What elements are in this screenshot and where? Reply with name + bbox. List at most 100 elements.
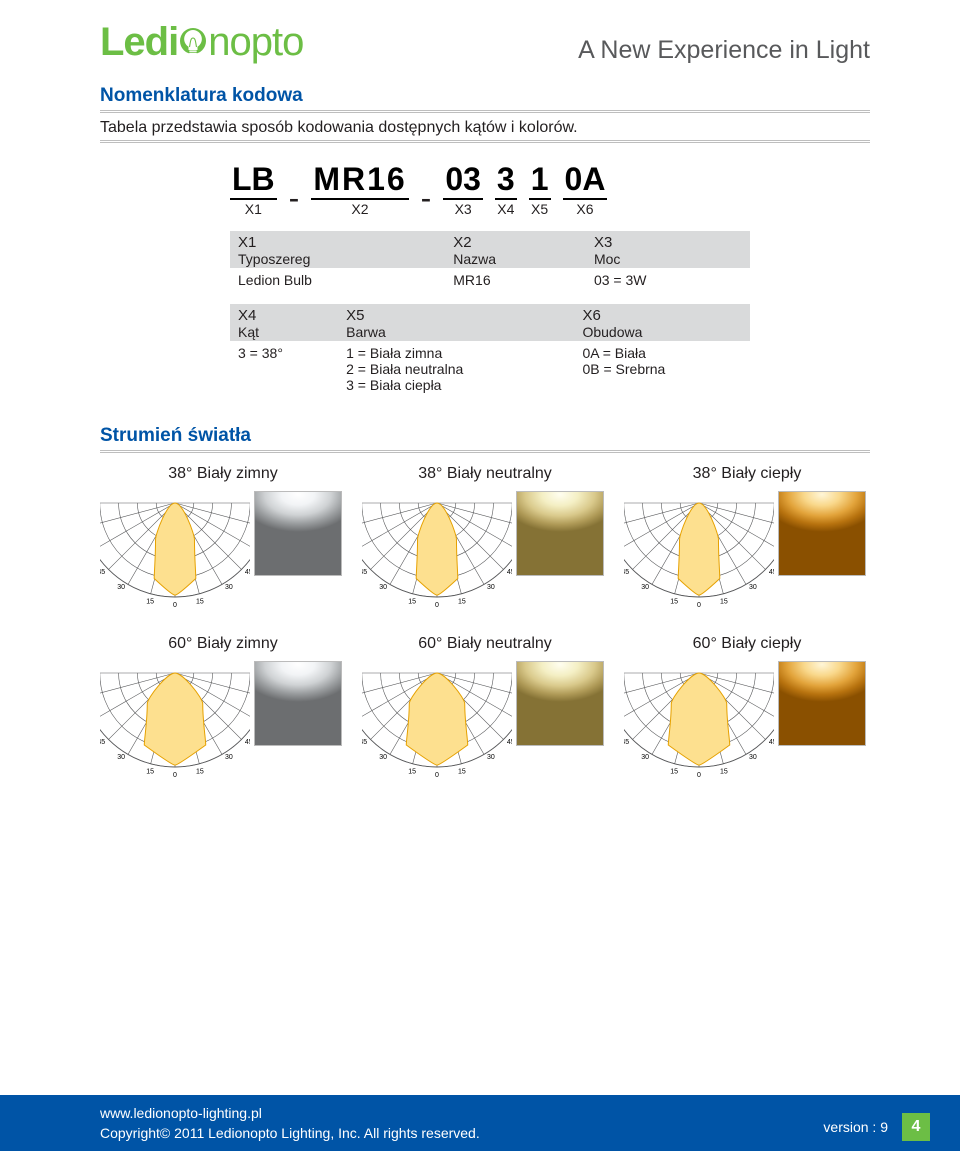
diagram-cell: 60° Biały ciepły105105909075756060454530… [624, 635, 870, 777]
light-swatch-icon [778, 491, 866, 576]
bulb-icon [176, 26, 210, 60]
polar-diagram-icon: 1051059090757560604545303015015 [362, 487, 512, 607]
diagram-title: 60° Biały ciepły [624, 635, 870, 653]
page-body: Ledi nopto A New Experience in Light Nom… [0, 0, 960, 777]
diagram-title: 38° Biały neutralny [362, 465, 608, 483]
diagram-cell: 38° Biały ciepły105105909075756060454530… [624, 465, 870, 607]
intro-text: Tabela przedstawia sposób kodowania dost… [100, 119, 870, 137]
svg-text:45: 45 [507, 569, 512, 576]
light-swatch-icon [516, 661, 604, 746]
svg-text:0: 0 [697, 602, 701, 607]
diagram-title: 38° Biały zimny [100, 465, 346, 483]
diagram-cell: 60° Biały zimny1051059090757560604545303… [100, 635, 346, 777]
svg-text:15: 15 [196, 599, 204, 606]
svg-text:30: 30 [749, 754, 757, 761]
section-rule [100, 109, 870, 113]
svg-text:0: 0 [697, 772, 701, 777]
code-sublabel: X5 [531, 201, 548, 217]
svg-text:30: 30 [749, 584, 757, 591]
legend-cell: 0A = Biała0B = Srebrna [574, 341, 750, 403]
legend-header: X2Nazwa [445, 231, 586, 268]
svg-text:15: 15 [670, 599, 678, 606]
svg-text:45: 45 [624, 569, 629, 576]
svg-text:45: 45 [769, 569, 774, 576]
code-sublabel: X6 [576, 201, 593, 217]
tagline: A New Experience in Light [578, 36, 870, 65]
svg-text:15: 15 [720, 769, 728, 776]
footer-right: version : 9 4 [823, 1113, 930, 1141]
svg-text:15: 15 [146, 769, 154, 776]
polar-diagram-icon: 1051059090757560604545303015015 [624, 487, 774, 607]
code-part: 0AX6 [563, 161, 608, 217]
svg-text:30: 30 [487, 584, 495, 591]
footer: www.ledionopto-lighting.pl Copyright© 20… [0, 1095, 960, 1151]
svg-text:30: 30 [225, 584, 233, 591]
legend-cell: MR16 [445, 268, 586, 298]
code-sublabel: X3 [455, 201, 472, 217]
logo-text-left: Ledi [100, 20, 178, 65]
svg-text:45: 45 [769, 739, 774, 746]
light-swatch-icon [778, 661, 866, 746]
page-number: 4 [902, 1113, 930, 1141]
diagram-cell: 60° Biały neutralny105105909075756060454… [362, 635, 608, 777]
diagram-body: 1051059090757560604545303015015 [100, 487, 346, 607]
svg-text:30: 30 [225, 754, 233, 761]
code-sublabel: X4 [497, 201, 514, 217]
code-sublabel: X1 [245, 201, 262, 217]
svg-text:15: 15 [670, 769, 678, 776]
legend-cell: 1 = Biała zimna2 = Biała neutralna3 = Bi… [338, 341, 574, 403]
svg-text:30: 30 [487, 754, 495, 761]
diagram-row: 60° Biały zimny1051059090757560604545303… [100, 635, 870, 777]
diagram-title: 60° Biały zimny [100, 635, 346, 653]
svg-text:15: 15 [408, 599, 416, 606]
svg-text:45: 45 [362, 739, 367, 746]
svg-text:45: 45 [624, 739, 629, 746]
diagram-body: 1051059090757560604545303015015 [100, 657, 346, 777]
footer-url: www.ledionopto-lighting.pl [100, 1105, 480, 1121]
code-part: 1X5 [529, 161, 551, 217]
legend-header: X4Kąt [230, 304, 338, 341]
section-title-flux: Strumień światła [100, 425, 870, 447]
svg-text:15: 15 [146, 599, 154, 606]
legend-header: X1Typoszereg [230, 231, 445, 268]
diagram-body: 1051059090757560604545303015015 [362, 487, 608, 607]
light-swatch-icon [516, 491, 604, 576]
legend-cell: 03 = 3W [586, 268, 750, 298]
legend-header: X5Barwa [338, 304, 574, 341]
code-part: 03X3 [443, 161, 483, 217]
footer-version: version : 9 [823, 1119, 888, 1135]
section-rule [100, 449, 870, 453]
legend-cell: Ledion Bulb [230, 268, 445, 298]
svg-text:15: 15 [196, 769, 204, 776]
polar-diagram-icon: 1051059090757560604545303015015 [624, 657, 774, 777]
code-sublabel: X2 [351, 201, 368, 217]
svg-text:0: 0 [173, 602, 177, 607]
svg-text:30: 30 [641, 754, 649, 761]
svg-text:45: 45 [362, 569, 367, 576]
legend-table-1: X1TyposzeregX2NazwaX3MocLedion BulbMR160… [230, 231, 750, 298]
svg-text:30: 30 [379, 754, 387, 761]
diagram-title: 38° Biały ciepły [624, 465, 870, 483]
diagram-cell: 38° Biały zimny1051059090757560604545303… [100, 465, 346, 607]
logo: Ledi nopto [100, 20, 303, 65]
footer-copyright: Copyright© 2011 Ledionopto Lighting, Inc… [100, 1125, 480, 1141]
svg-text:45: 45 [507, 739, 512, 746]
light-swatch-icon [254, 661, 342, 746]
diagram-body: 1051059090757560604545303015015 [624, 657, 870, 777]
diagram-title: 60° Biały neutralny [362, 635, 608, 653]
diagram-body: 1051059090757560604545303015015 [362, 657, 608, 777]
section-title-nomenclature: Nomenklatura kodowa [100, 85, 870, 107]
header-row: Ledi nopto A New Experience in Light [100, 20, 870, 65]
diagram-body: 1051059090757560604545303015015 [624, 487, 870, 607]
diagram-cell: 38° Biały neutralny105105909075756060454… [362, 465, 608, 607]
footer-left: www.ledionopto-lighting.pl Copyright© 20… [100, 1105, 480, 1141]
code-part: LBX1 [230, 161, 277, 217]
polar-diagram-icon: 1051059090757560604545303015015 [100, 487, 250, 607]
diagram-row: 38° Biały zimny1051059090757560604545303… [100, 465, 870, 607]
code-part: 3X4 [495, 161, 517, 217]
svg-text:45: 45 [100, 739, 105, 746]
svg-text:45: 45 [245, 569, 250, 576]
svg-text:45: 45 [100, 569, 105, 576]
logo-text-right: nopto [208, 20, 303, 65]
code-part: - [289, 180, 300, 217]
